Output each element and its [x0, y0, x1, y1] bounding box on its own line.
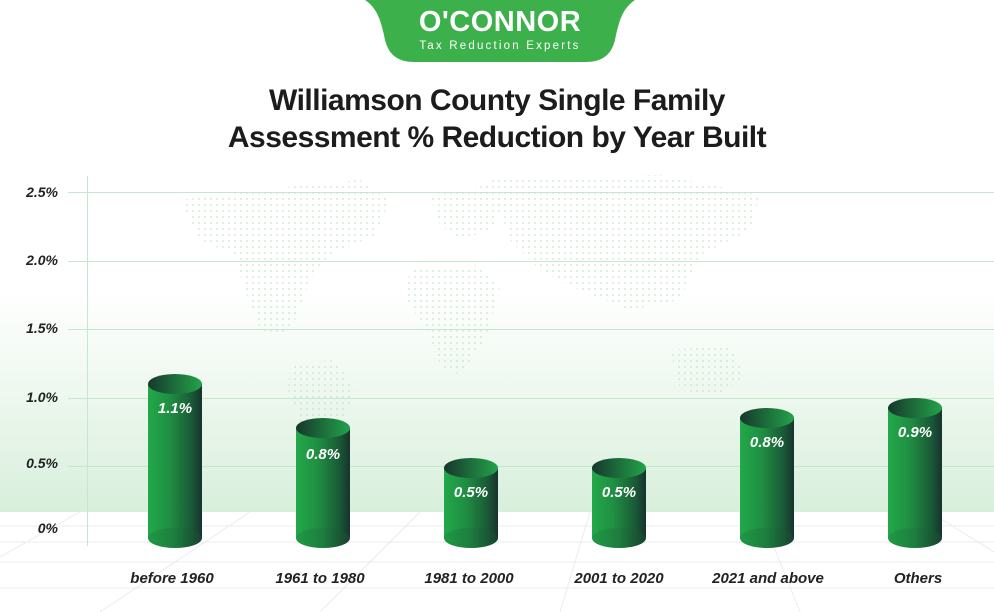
y-axis-line [87, 176, 88, 546]
bar-value-label: 1.1% [157, 400, 193, 417]
brand-tagline: Tax Reduction Experts [419, 40, 581, 52]
gridline-0-5 [68, 466, 994, 467]
bar-1981-to-2000: 0.5% [444, 458, 498, 548]
bar-others: 0.9% [888, 398, 942, 548]
brand-name: O'CONNOR [418, 6, 582, 38]
y-tick-label: 2.5% [26, 184, 58, 200]
bar-before-1960: 1.1% [148, 374, 202, 548]
y-tick-label: 0.5% [26, 455, 58, 471]
bar-value-label: 0.5% [453, 484, 489, 501]
bar-1961-to-1980: 0.8% [296, 418, 350, 548]
gridline-1-5 [68, 329, 994, 330]
chart-title-line2: Assessment % Reduction by Year Built [227, 121, 767, 154]
bar-value-label: 0.8% [749, 434, 785, 451]
x-axis-label: 2001 to 2020 [574, 570, 664, 587]
y-tick-label: 0% [37, 520, 58, 536]
gridline-2-5 [68, 192, 994, 193]
y-tick-label: 1.0% [26, 389, 58, 405]
bar-2021-and-above: 0.8% [740, 408, 794, 548]
bar-2001-to-2020: 0.5% [592, 458, 646, 548]
gridline-1-0 [68, 398, 994, 399]
y-tick-label: 2.0% [26, 252, 58, 268]
bar-value-label: 0.8% [305, 446, 341, 463]
brand-logo: O'CONNOR Tax Reduction Experts [365, 0, 635, 64]
x-axis-label: before 1960 [130, 570, 214, 587]
chart-title-line1: Williamson County Single Family [269, 84, 725, 117]
bar-value-label: 0.9% [897, 424, 933, 441]
chart-title: Williamson County Single Family Assessme… [0, 82, 994, 156]
y-tick-label: 1.5% [26, 320, 58, 336]
x-axis-label: Others [893, 570, 943, 587]
x-axis-label: 1981 to 2000 [424, 570, 514, 587]
gridline-2-0 [68, 261, 994, 262]
x-axis-label: 2021 and above [712, 570, 824, 587]
x-axis-label: 1961 to 1980 [275, 570, 365, 587]
bar-value-label: 0.5% [601, 484, 637, 501]
